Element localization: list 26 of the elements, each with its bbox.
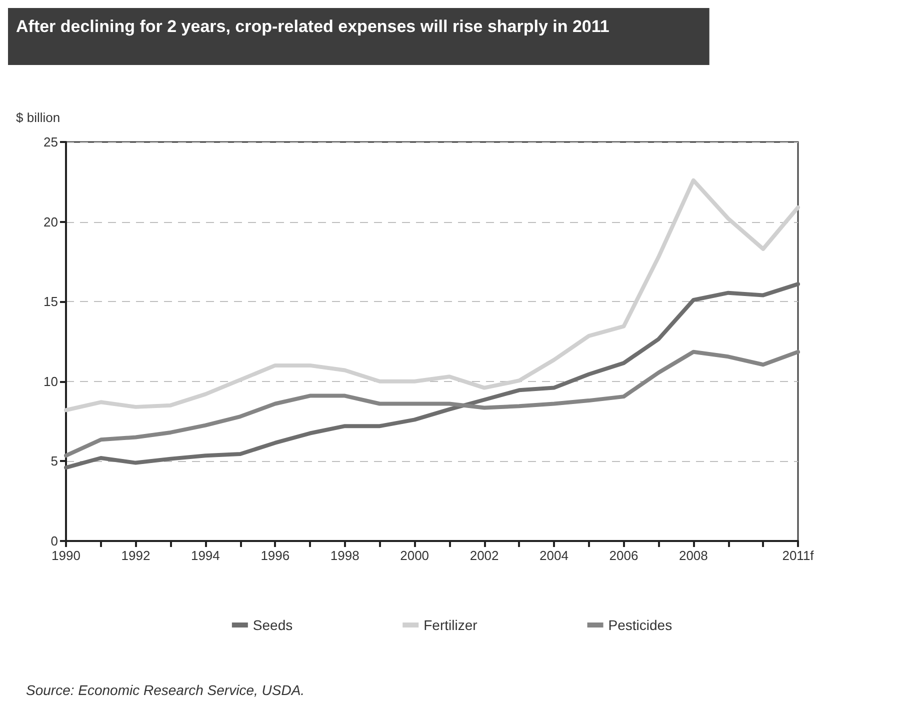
y-tick-label: 5 [50, 454, 58, 469]
x-tick-label: 1992 [121, 548, 150, 563]
y-tick-label: 0 [50, 534, 58, 548]
y-tick-label: 25 [44, 134, 58, 150]
legend-label: Fertilizer [424, 617, 478, 633]
legend-label: Seeds [252, 617, 293, 633]
x-tick-label: 2011f [782, 548, 814, 563]
y-tick-label: 15 [44, 294, 58, 310]
x-tick-label: 1996 [260, 548, 290, 563]
y-tick-label: 20 [44, 214, 58, 230]
source-note: Source: Economic Research Service, USDA. [26, 682, 305, 698]
line-series [64, 282, 800, 470]
line-series [64, 350, 800, 458]
x-tick-label: 2002 [470, 548, 499, 563]
line-series [64, 178, 800, 412]
legend-label: Pesticides [608, 617, 672, 633]
chart-title: After declining for 2 years, crop-related expenses will rise sharply in 2011 [16, 17, 610, 36]
x-tick-label: 1990 [52, 548, 80, 563]
x-tick-label: 1998 [330, 548, 360, 563]
x-tick-label: 2004 [540, 548, 568, 563]
x-tick-label: 2008 [678, 548, 708, 563]
x-tick-label: 2000 [400, 548, 430, 563]
x-tick-label: 1994 [190, 548, 220, 563]
y-tick-label: 10 [44, 374, 58, 389]
y-axis-title: $ billion [16, 110, 60, 125]
x-tick-label: 2006 [609, 548, 638, 563]
